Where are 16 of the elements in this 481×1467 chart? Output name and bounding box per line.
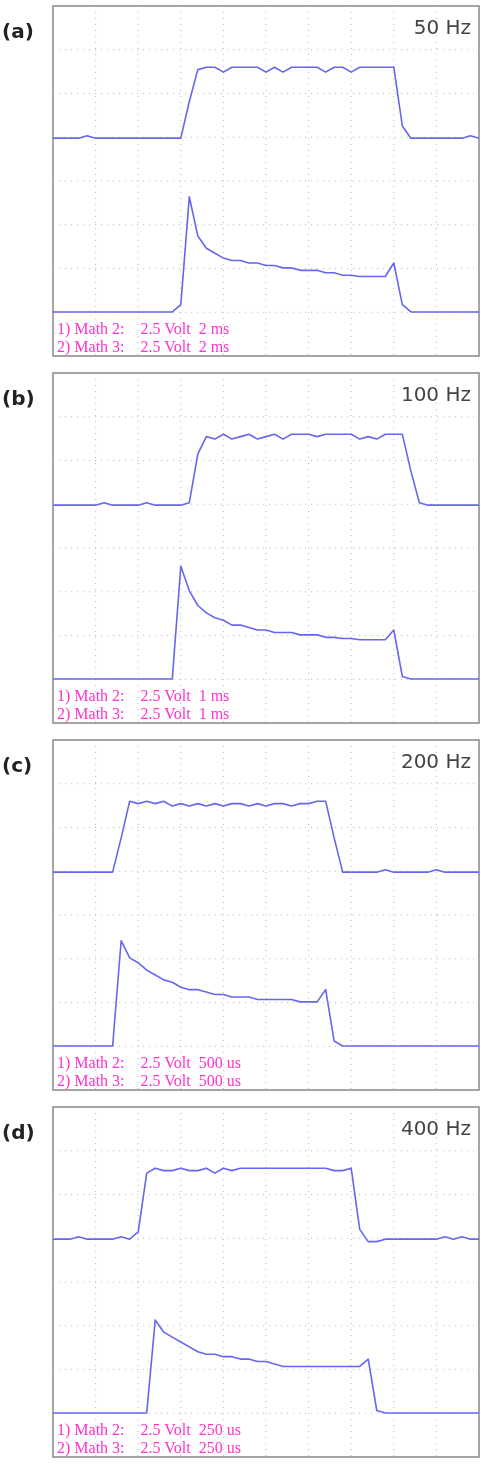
text: 1) Math 2: 2.5 Volt 1 ms — [57, 687, 230, 705]
chart-title: (b) — [2, 386, 35, 410]
text: 2) Math 3: 2.5 Volt 250 us — [57, 1439, 241, 1457]
chart-title: (d) — [2, 1120, 35, 1144]
chart-title: (c) — [2, 753, 33, 777]
chart-title: (a) — [2, 19, 34, 43]
chart-subtitle: 100 Hz — [400, 382, 471, 406]
chart-subtitle: 400 Hz — [400, 1116, 471, 1140]
chart-subtitle: 50 Hz — [413, 15, 471, 39]
text: 1) Math 2: 2.5 Volt 250 us — [57, 1421, 241, 1439]
text: 2) Math 3: 2.5 Volt 500 us — [57, 1072, 241, 1090]
text: 1) Math 2: 2.5 Volt 2 ms — [57, 320, 230, 338]
text: 2) Math 3: 2.5 Volt 1 ms — [57, 705, 230, 723]
chart-subtitle: 200 Hz — [400, 749, 471, 773]
text: 2) Math 3: 2.5 Volt 2 ms — [57, 338, 230, 356]
text: 1) Math 2: 2.5 Volt 500 us — [57, 1054, 241, 1072]
